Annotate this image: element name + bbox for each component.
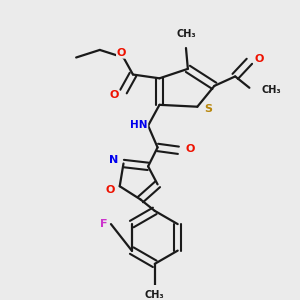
Text: F: F [100,219,108,229]
Text: S: S [205,103,213,114]
Text: O: O [117,48,126,58]
Text: HN: HN [130,120,147,130]
Text: O: O [106,185,115,195]
Text: CH₃: CH₃ [262,85,281,95]
Text: CH₃: CH₃ [176,28,196,39]
Text: CH₃: CH₃ [145,290,164,300]
Text: O: O [185,144,194,154]
Text: N: N [110,155,119,165]
Text: O: O [109,90,119,100]
Text: O: O [254,54,264,64]
